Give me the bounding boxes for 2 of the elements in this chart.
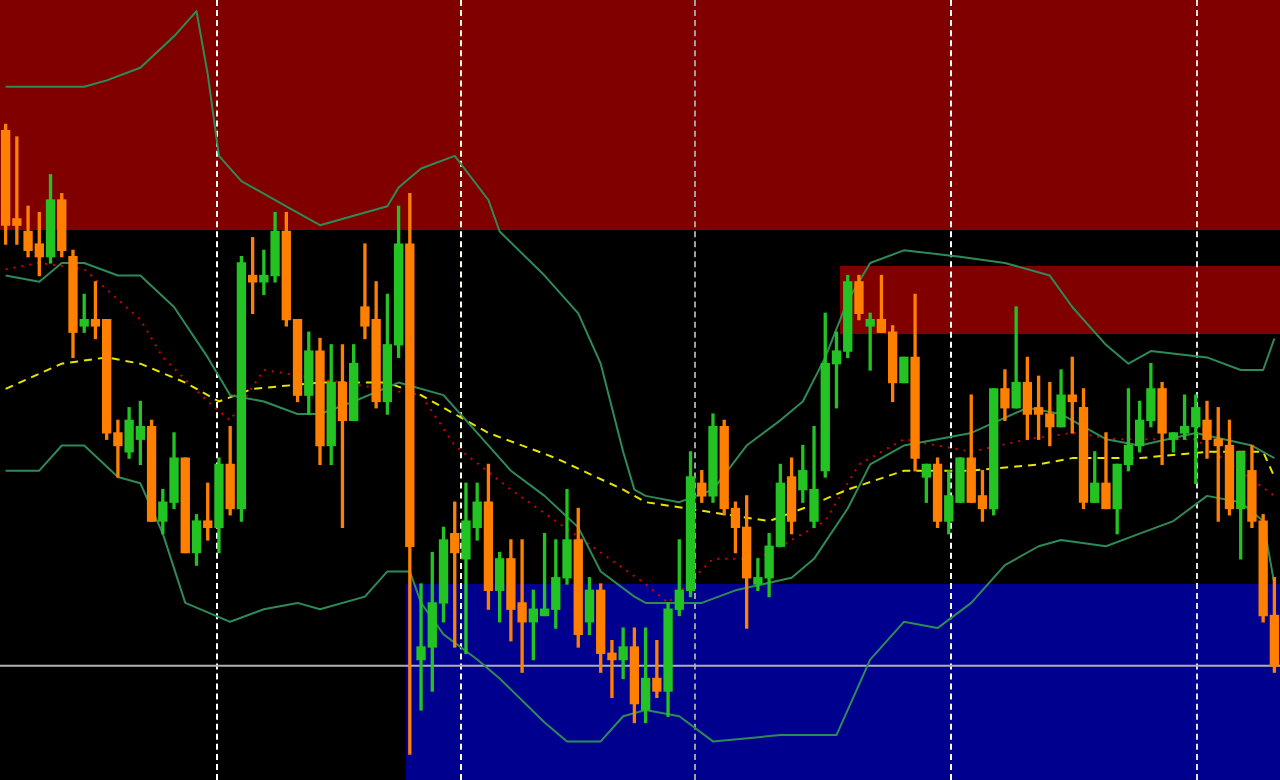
- candlestick: [899, 356, 909, 384]
- candlestick: [180, 457, 190, 554]
